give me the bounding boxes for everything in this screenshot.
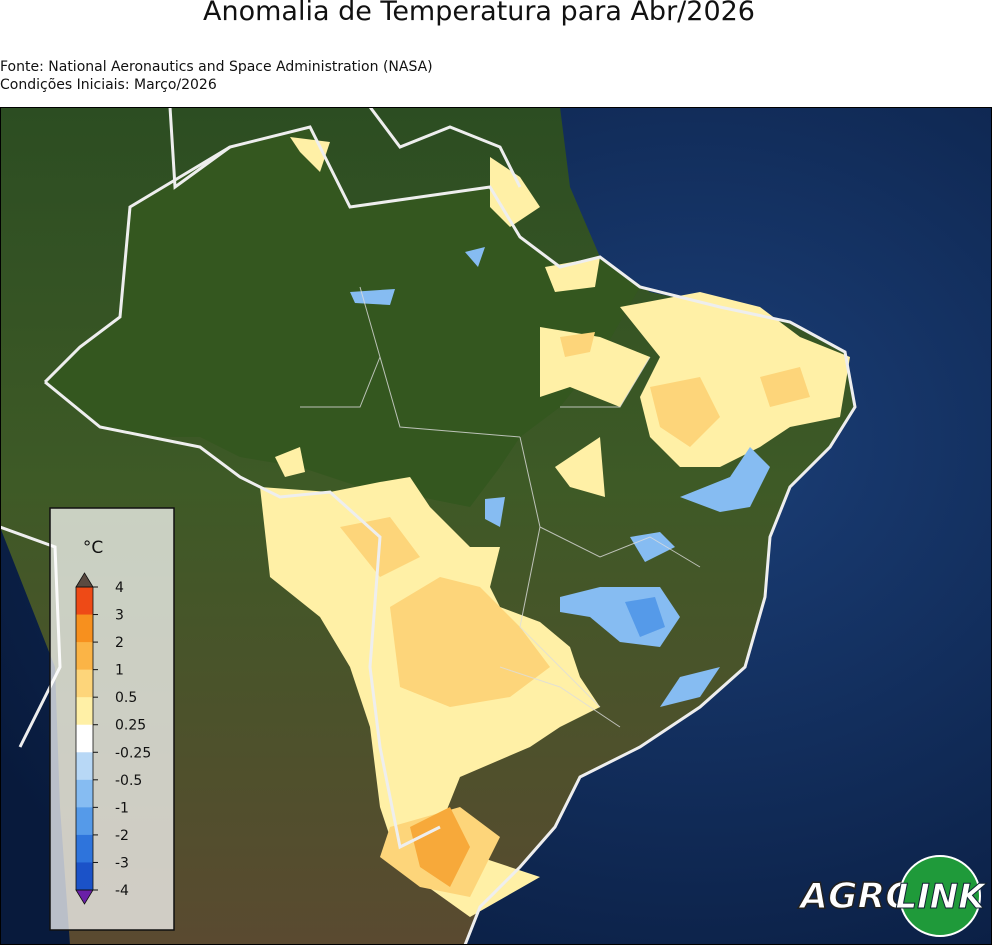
colorbar-tick-label: 0.5: [115, 690, 137, 706]
map-title: Anomalia de Temperatura para Abr/2026: [203, 0, 755, 27]
logo: AGRO LINK: [796, 855, 988, 937]
colorbar-tick-label: -3: [115, 855, 129, 871]
logo-left: AGRO: [797, 876, 916, 917]
anomaly-high: [410, 807, 470, 887]
colorbar-band: [76, 807, 93, 836]
logo-circle: [899, 855, 981, 937]
legend: °C 4 3 2 1 0.5 0.25 -0.25 -0.5 -1 -2 -3 -4: [49, 507, 175, 931]
anomaly-cooler: [625, 597, 665, 637]
logo-right: LINK: [895, 877, 987, 917]
colorbar-tick-label: -0.5: [115, 773, 142, 789]
colorbar-tick-label: 3: [115, 608, 124, 624]
colorbar-band: [76, 614, 93, 643]
colorbar-tick-label: 2: [115, 635, 124, 651]
source: Fonte: National Aeronautics and Space Ad…: [0, 59, 433, 75]
colorbar-tick-label: -0.25: [115, 745, 151, 761]
colorbar-band: [76, 669, 93, 698]
colorbar-tick-label: 0.25: [115, 718, 146, 734]
initial-conditions: Condições Iniciais: Março/2026: [0, 77, 217, 93]
legend-unit: °C: [83, 538, 103, 558]
colorbar-frame: [75, 586, 94, 891]
colorbar-band: [76, 724, 93, 753]
colorbar-band: [76, 834, 93, 863]
legend-box: [49, 507, 175, 931]
colorbar-band: [76, 779, 93, 808]
colorbar-band: [76, 587, 93, 616]
map: °C 4 3 2 1 0.5 0.25 -0.25 -0.5 -1 -2 -3 -4 AGRO LIN…: [0, 107, 992, 945]
colorbar-tick-label: -2: [115, 828, 129, 844]
colorbar-band: [76, 697, 93, 726]
colorbar-band: [76, 862, 93, 891]
anomaly-mid: [340, 332, 810, 897]
borders: [0, 107, 857, 945]
colorbar-band: [76, 752, 93, 781]
colorbar-tick-label: -4: [115, 883, 129, 899]
forest: [45, 127, 640, 507]
colorbar-band: [76, 642, 93, 671]
state-borders: [300, 286, 701, 728]
colorbar-tick-label: 1: [115, 663, 124, 679]
colorbar-tick-label: 4: [115, 580, 124, 596]
colorbar-tick-label: -1: [115, 800, 129, 816]
